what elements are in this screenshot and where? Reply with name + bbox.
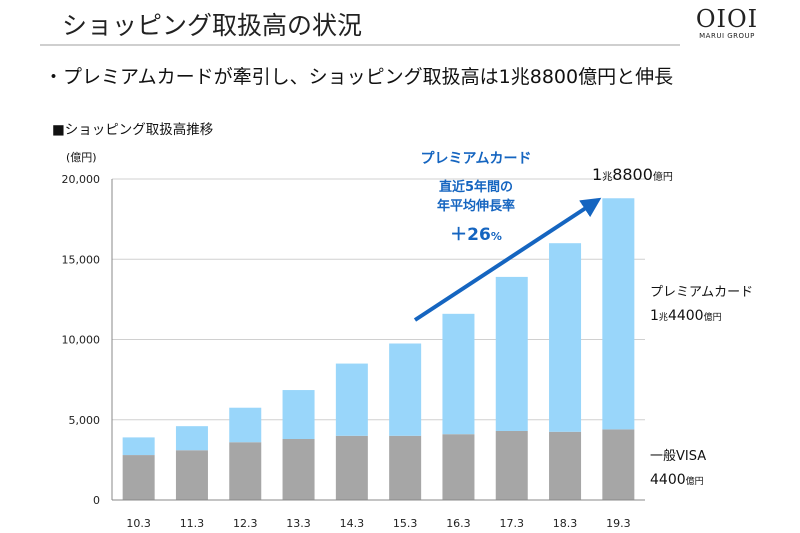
x-tick-label: 17.3 <box>500 517 525 530</box>
y-axis-unit-label: (億円) <box>66 151 97 164</box>
total-unit2: 億円 <box>653 170 673 183</box>
general-series-value: 4400億円 <box>650 472 704 488</box>
bar-premium-card <box>122 437 155 456</box>
bar-general-visa <box>442 434 475 500</box>
growth-line2: 年平均伸長率 <box>437 198 515 214</box>
premium-num2: 4400 <box>668 308 704 324</box>
premium-series-value: 1兆4400億円 <box>650 308 722 324</box>
total-unit1: 兆 <box>602 171 612 183</box>
x-tick-label: 14.3 <box>340 517 365 530</box>
growth-title: プレミアムカード <box>420 151 531 167</box>
growth-rate-value: ＋26 <box>450 225 491 245</box>
x-tick-label: 12.3 <box>233 517 258 530</box>
premium-series-label: プレミアムカード <box>650 285 753 300</box>
x-tick-label: 19.3 <box>606 517 631 530</box>
header: ショッピング取扱高の状況 OIOI MARUI GROUP <box>0 0 800 48</box>
bar-premium-card <box>495 276 528 431</box>
x-tick-label: 11.3 <box>180 517 205 530</box>
x-tick-label: 16.3 <box>446 517 471 530</box>
bar-general-visa <box>602 429 635 500</box>
y-tick-label: 20,000 <box>62 173 101 186</box>
general-num: 4400 <box>650 472 686 488</box>
total-num2: 8800 <box>612 165 653 184</box>
growth-rate: ＋26% <box>450 225 502 245</box>
bar-premium-card <box>175 426 208 451</box>
bar-premium-card <box>229 407 262 443</box>
bar-general-visa <box>495 430 528 500</box>
bars-layer <box>122 198 635 500</box>
x-tick-label: 15.3 <box>393 517 418 530</box>
bar-general-visa <box>175 450 208 500</box>
x-tick-label: 13.3 <box>286 517 311 530</box>
total-label: 1兆8800億円 <box>592 165 673 184</box>
bar-premium-card <box>335 363 368 436</box>
axis-layer: 0 5,000 10,000 15,000 20,000 10.3 11.3 12.3 13.3… <box>62 173 645 530</box>
y-tick-label: 5,000 <box>69 414 101 427</box>
bar-general-visa <box>389 435 422 500</box>
summary-bullet: ・プレミアムカードが牽引し、ショッピング取扱高は1兆8800億円と伸長 <box>44 66 674 88</box>
bar-premium-card <box>549 243 582 432</box>
bar-premium-card <box>389 343 422 436</box>
premium-unit2: 億円 <box>704 311 722 323</box>
total-num1: 1 <box>592 165 602 184</box>
logo-text: MARUI GROUP <box>699 32 755 40</box>
general-unit: 億円 <box>686 475 704 487</box>
y-tick-label: 15,000 <box>62 253 101 266</box>
bar-general-visa <box>335 435 368 500</box>
general-series-label: 一般VISA <box>650 448 706 464</box>
bar-general-visa <box>122 455 155 500</box>
x-tick-label: 10.3 <box>126 517 151 530</box>
x-tick-label: 18.3 <box>553 517 578 530</box>
y-tick-label: 0 <box>93 494 100 507</box>
bar-premium-card <box>602 198 635 430</box>
bar-premium-card <box>442 313 475 435</box>
bar-general-visa <box>549 431 582 500</box>
title-divider <box>40 44 680 46</box>
growth-arrow <box>413 197 602 322</box>
logo-mark: OIOI <box>695 5 759 33</box>
bar-general-visa <box>229 442 262 500</box>
growth-line1: 直近5年間の <box>439 179 513 195</box>
growth-rate-unit: % <box>491 230 502 243</box>
premium-num1: 1 <box>650 308 659 324</box>
marui-group-logo: OIOI MARUI GROUP <box>684 6 770 44</box>
bar-general-visa <box>282 439 315 500</box>
y-tick-label: 10,000 <box>62 334 101 347</box>
premium-unit1: 兆 <box>659 312 668 323</box>
page-title: ショッピング取扱高の状況 <box>62 11 363 40</box>
section-label: ■ショッピング取扱高推移 <box>52 122 214 138</box>
bar-premium-card <box>282 390 315 440</box>
